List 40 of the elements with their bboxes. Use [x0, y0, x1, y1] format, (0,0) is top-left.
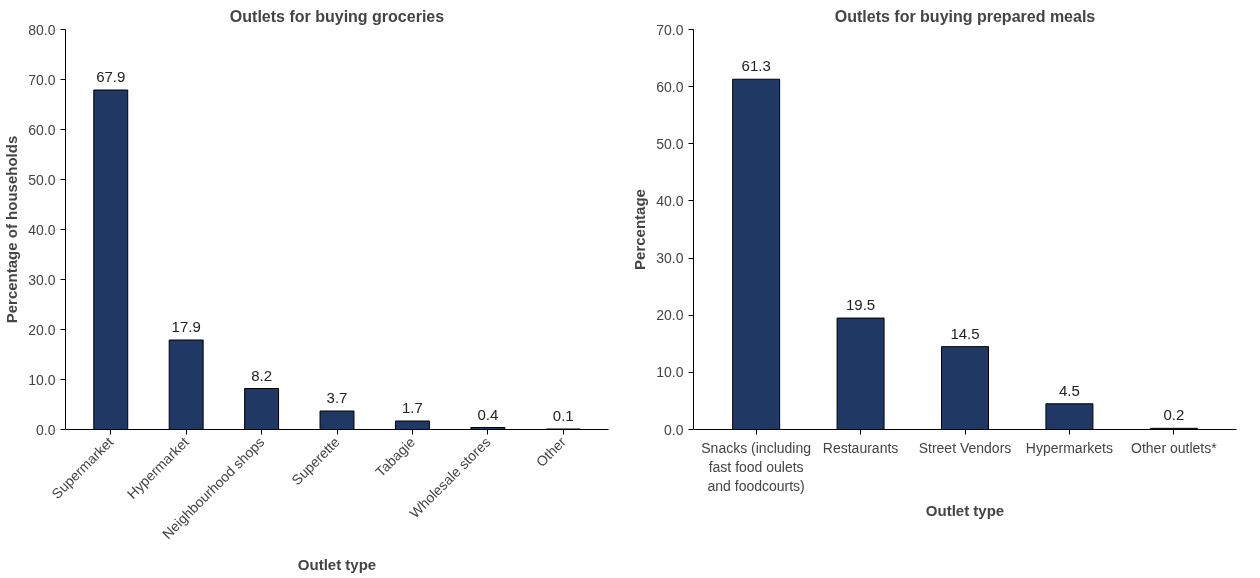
y-tick-label: 60.0	[28, 121, 56, 138]
y-tick-label: 40.0	[28, 221, 56, 238]
chart-title: Outlets for buying prepared meals	[834, 7, 1096, 25]
y-tick-label: 20.0	[656, 307, 684, 324]
y-tick-label: 70.0	[28, 71, 56, 88]
x-axis-title: Outlet type	[297, 555, 377, 573]
y-tick-label: 70.0	[656, 21, 684, 38]
x-tick-label: Street Vendors	[918, 439, 1012, 456]
y-tick-label: 30.0	[656, 250, 684, 267]
y-tick-label: 40.0	[656, 192, 684, 209]
y-tick-label: 50.0	[28, 171, 56, 188]
data-label: 67.9	[96, 68, 126, 85]
x-tick-label: Other outlets*	[1131, 439, 1218, 456]
data-label: 1.7	[401, 399, 423, 416]
y-tick-label: 80.0	[28, 21, 56, 38]
x-axis-title: Outlet type	[925, 501, 1005, 519]
data-label: 3.7	[326, 389, 348, 406]
y-tick-label: 10.0	[28, 371, 56, 388]
data-label: 19.5	[845, 296, 876, 314]
data-label: 4.5	[1059, 381, 1080, 399]
y-tick-label: 20.0	[28, 321, 56, 338]
data-label: 0.1	[552, 407, 574, 424]
data-label: 0.4	[477, 405, 499, 423]
data-label: 61.3	[741, 57, 771, 75]
data-label: 0.2	[1163, 406, 1185, 424]
data-label: 17.9	[171, 318, 201, 335]
data-label: 8.2	[251, 366, 273, 384]
chart-title: Outlets for buying groceries	[229, 7, 445, 25]
y-tick-label: 10.0	[656, 364, 684, 381]
x-tick-label: Hypermarkets	[1025, 439, 1113, 456]
y-tick-label: 50.0	[656, 135, 684, 152]
y-tick-label: 0.0	[36, 421, 56, 438]
x-tick-label: Snacks (including fast food oulets and foodcourts)	[701, 439, 812, 494]
data-label: 14.5	[950, 324, 980, 342]
y-axis-title: Percentage of households	[3, 135, 21, 324]
y-tick-label: 0.0	[664, 421, 684, 438]
x-tick-label: Restaurants	[822, 439, 899, 456]
y-tick-label: 30.0	[28, 271, 56, 288]
y-axis-title: Percentage	[631, 189, 649, 270]
y-tick-label: 60.0	[656, 78, 684, 95]
